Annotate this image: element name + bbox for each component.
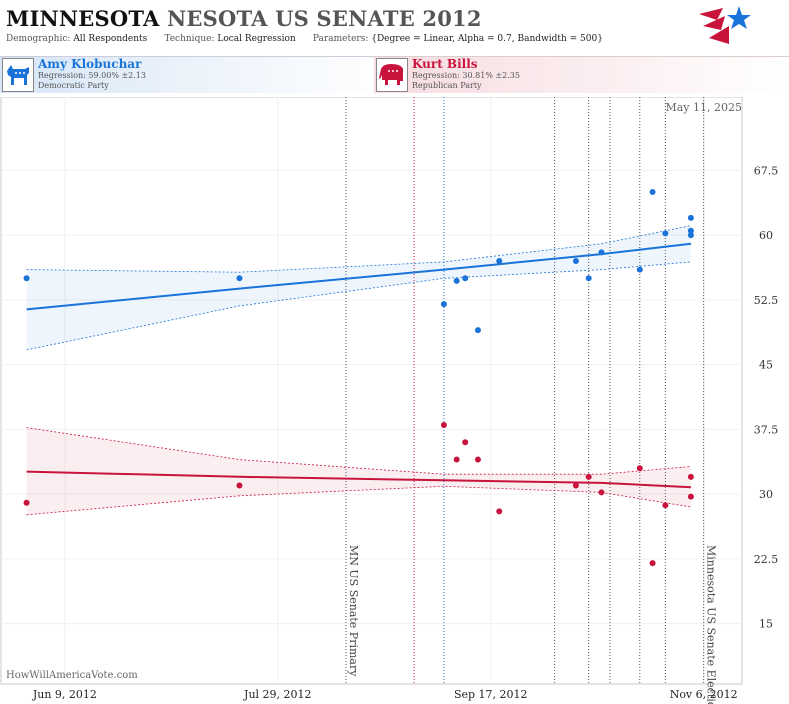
trend-lines	[26, 242, 692, 489]
y-tick-label: 67.5	[754, 164, 779, 177]
poll-point	[236, 482, 243, 489]
poll-point	[462, 275, 469, 282]
y-tick-label: 22.5	[754, 553, 779, 566]
poll-point	[23, 275, 30, 282]
poll-point	[687, 493, 694, 500]
poll-point	[585, 473, 592, 480]
poll-point	[662, 230, 669, 237]
poll-point	[687, 473, 694, 480]
event-lines: MN US Senate Primary Minnesota US Senate …	[345, 97, 718, 704]
poll-point	[440, 301, 447, 308]
technique-value: Local Regression	[217, 34, 296, 44]
poll-point	[687, 214, 694, 221]
parameters-label: Parameters:	[312, 34, 369, 44]
candidate-panel-republican: Kurt Bills Regression: 30.81% ±2.35 Repu…	[374, 56, 789, 93]
poll-point	[636, 266, 643, 273]
trend-line	[26, 242, 692, 311]
poll-point	[687, 227, 694, 234]
candidate-name[interactable]: Kurt Bills	[412, 57, 478, 71]
poll-chart: MN US Senate Primary Minnesota US Senate …	[0, 97, 779, 704]
y-tick-label: 37.5	[754, 423, 779, 436]
candidate-name[interactable]: Amy Klobuchar	[38, 57, 142, 71]
x-tick-label: Nov 6, 2012	[670, 688, 738, 701]
chart-date-label: May 11, 2025	[665, 101, 742, 114]
poll-point	[474, 456, 481, 463]
candidate-regression: Regression: 30.81% ±2.35	[412, 71, 520, 80]
band-lower-line	[26, 261, 691, 351]
poll-point	[474, 327, 481, 334]
donkey-icon	[2, 58, 34, 92]
y-tick-label: 15	[759, 618, 773, 631]
poll-point	[453, 277, 460, 284]
poll-point	[649, 188, 656, 195]
event-label: MN US Senate Primary	[347, 545, 360, 677]
poll-point	[662, 502, 669, 509]
watermark: HowWillAmericaVote.com	[6, 670, 138, 681]
elephant-icon	[376, 58, 408, 92]
candidate-party: Republican Party	[412, 81, 482, 90]
poll-point	[440, 422, 447, 429]
demographic-value: All Respondents	[73, 34, 148, 44]
x-tick-label: Jun 9, 2012	[32, 688, 97, 701]
poll-point	[649, 560, 656, 567]
site-logo-icon[interactable]	[695, 4, 753, 50]
poll-point	[598, 489, 605, 496]
y-tick-label: 45	[759, 359, 773, 372]
poll-point	[636, 465, 643, 472]
poll-points	[23, 188, 694, 567]
plot-area	[0, 97, 743, 685]
confidence-band	[26, 427, 691, 515]
page-title: MINNESOTA NESOTA US SENATE 2012	[6, 6, 482, 31]
x-tick-label: Sep 17, 2012	[454, 688, 528, 701]
poll-point	[585, 275, 592, 282]
poll-point	[236, 275, 243, 282]
candidate-regression: Regression: 59.00% ±2.13	[38, 71, 146, 80]
y-tick-label: 60	[759, 229, 773, 242]
candidate-party: Democratic Party	[38, 81, 109, 90]
poll-point	[23, 499, 30, 506]
event-label: Minnesota US Senate Election	[705, 545, 718, 704]
poll-point	[496, 508, 503, 515]
poll-point	[462, 439, 469, 446]
header: MINNESOTA NESOTA US SENATE 2012 Demograp…	[0, 0, 789, 52]
title-race: NESOTA US SENATE 2012	[167, 6, 482, 31]
parameters-line: Demographic: All Respondents Technique: …	[6, 34, 603, 44]
confidence-bands	[26, 225, 691, 516]
poll-point	[572, 482, 579, 489]
y-tick-label: 52.5	[754, 294, 779, 307]
poll-point	[572, 258, 579, 265]
y-axis-ticks: 15 22.5 30 37.5 45 52.5 60 67.5	[754, 164, 779, 630]
x-tick-label: Jul 29, 2012	[243, 688, 312, 701]
parameters-value: {Degree = Linear, Alpha = 0.7, Bandwidth…	[371, 34, 603, 44]
band-upper-line	[26, 427, 691, 475]
poll-point	[598, 249, 605, 256]
poll-point	[496, 258, 503, 265]
y-tick-label: 30	[759, 488, 773, 501]
band-upper-line	[26, 225, 691, 273]
trend-line	[26, 470, 691, 489]
demographic-label: Demographic:	[6, 34, 71, 44]
poll-point	[687, 232, 694, 239]
technique-label: Technique:	[164, 34, 215, 44]
confidence-band	[26, 225, 691, 350]
title-state: MINNESOTA	[6, 6, 160, 31]
x-axis-ticks: Jun 9, 2012 Jul 29, 2012 Sep 17, 2012 Nov 6…	[32, 688, 738, 701]
poll-point	[453, 456, 460, 463]
candidate-panel-democrat: Amy Klobuchar Regression: 59.00% ±2.13 D…	[0, 56, 392, 93]
